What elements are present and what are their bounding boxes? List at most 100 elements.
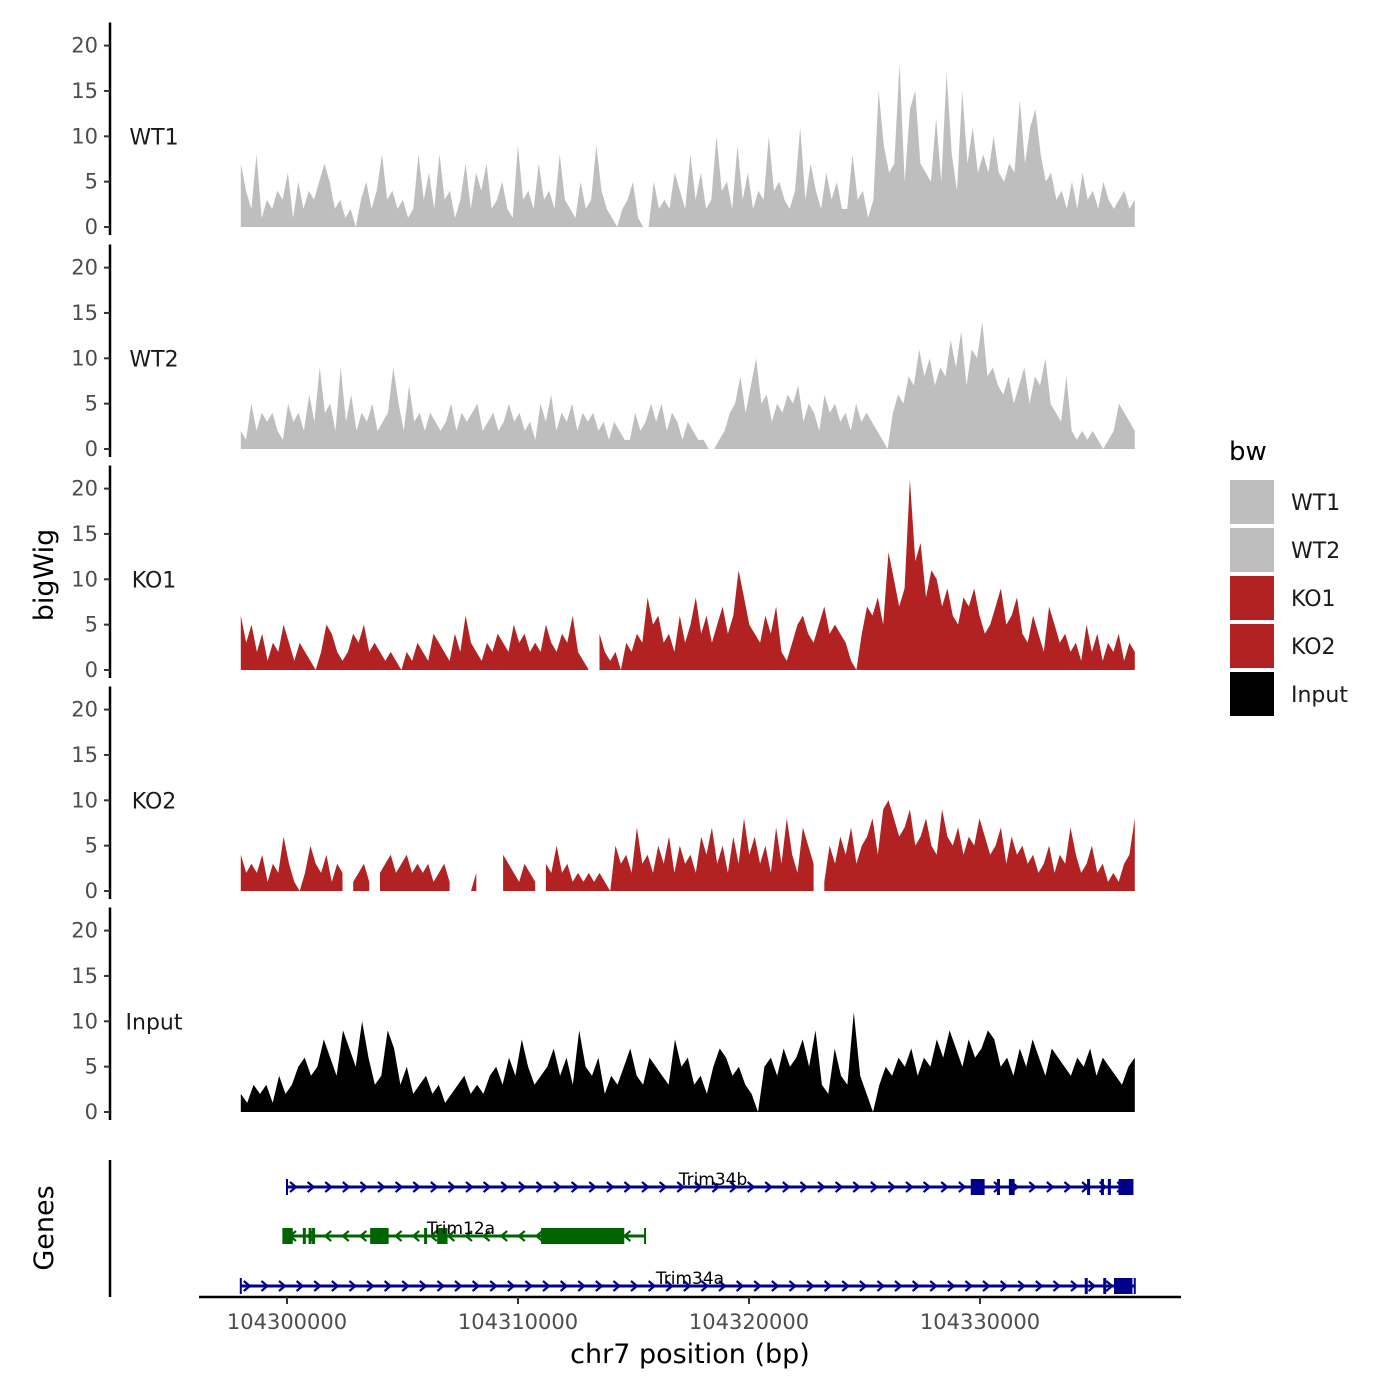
strand-chevron <box>623 1181 633 1193</box>
strand-chevron <box>1028 1181 1037 1193</box>
y-tick-label: 15 <box>71 301 98 325</box>
legend-item-wt2: WT2 <box>1230 528 1340 572</box>
strand-chevron <box>313 1280 322 1292</box>
strand-chevron <box>612 1280 622 1292</box>
strand-chevron <box>894 1280 903 1292</box>
y-tick-label: 0 <box>85 658 98 682</box>
y-tick-label: 20 <box>71 256 98 280</box>
strand-chevron <box>694 1181 703 1193</box>
strand-chevron <box>676 1181 685 1193</box>
strand-chevron <box>507 1280 516 1292</box>
gene-trim34b: Trim34b <box>286 1170 1134 1195</box>
strand-chevron <box>982 1280 991 1292</box>
signal-area <box>240 836 343 891</box>
signal-area <box>824 800 1135 891</box>
signal-area <box>353 863 370 891</box>
strand-chevron <box>278 1280 287 1292</box>
signal-area <box>240 615 589 670</box>
legend-swatch <box>1230 672 1274 716</box>
strand-chevron <box>665 1280 674 1292</box>
track-label: WT2 <box>129 347 178 372</box>
strand-chevron <box>606 1181 615 1193</box>
strand-chevron <box>658 1181 668 1193</box>
strand-chevron <box>324 1181 333 1193</box>
y-tick-label: 5 <box>85 392 98 416</box>
signal-area <box>240 63 1135 228</box>
y-tick-label: 0 <box>85 437 98 461</box>
track-label: WT1 <box>129 125 178 150</box>
strand-chevron <box>412 1181 421 1193</box>
y-tick-label: 10 <box>71 788 98 812</box>
strand-chevron <box>771 1280 780 1292</box>
strand-chevron <box>595 1280 604 1292</box>
legend-item-ko1: KO1 <box>1230 576 1336 620</box>
track-wt2: 0 5 10 15 20 WT2 <box>71 244 1135 461</box>
strand-chevron <box>782 1181 791 1193</box>
legend-label: KO1 <box>1291 587 1336 612</box>
strand-chevron <box>964 1280 974 1292</box>
strand-chevron <box>641 1181 650 1193</box>
strand-chevron <box>746 1181 756 1193</box>
strand-chevron <box>260 1280 270 1292</box>
strand-chevron <box>859 1280 868 1292</box>
y-axis-title-bigwig: bigWig <box>29 529 60 622</box>
track-label: KO2 <box>132 789 177 814</box>
strand-chevron <box>1070 1280 1079 1292</box>
strand-chevron <box>518 1181 527 1193</box>
y-tick-label: 5 <box>85 834 98 858</box>
strand-chevron <box>517 1230 526 1242</box>
gene-trim12a: Trim12a <box>282 1219 647 1244</box>
small-exon <box>996 1179 1000 1195</box>
strand-chevron <box>630 1280 639 1292</box>
y-axis-title-genes: Genes <box>29 1185 60 1270</box>
y-tick-label: 10 <box>71 124 98 148</box>
y-tick-label: 10 <box>71 1009 98 1033</box>
small-exon <box>1084 1278 1088 1294</box>
strand-chevron <box>887 1181 897 1193</box>
strand-chevron <box>647 1280 657 1292</box>
strand-chevron <box>401 1280 410 1292</box>
strand-chevron <box>383 1280 393 1292</box>
strand-chevron <box>940 1181 949 1193</box>
strand-chevron <box>306 1181 316 1193</box>
y-tick-label: 20 <box>71 919 98 943</box>
legend-label: WT2 <box>1291 539 1340 564</box>
strand-chevron <box>823 1280 833 1292</box>
small-exon <box>312 1228 316 1244</box>
exon <box>1118 1179 1133 1195</box>
exon <box>282 1228 293 1244</box>
strand-chevron <box>1105 1280 1114 1292</box>
strand-chevron <box>489 1280 498 1292</box>
strand-chevron <box>817 1181 826 1193</box>
signal-area <box>240 1012 1135 1112</box>
legend-swatch <box>1230 624 1274 668</box>
y-tick-label: 0 <box>85 879 98 903</box>
strand-chevron <box>876 1280 886 1292</box>
gene-label: Trim34b <box>678 1170 748 1190</box>
legend-swatch <box>1230 480 1274 524</box>
signal-area <box>240 322 1135 449</box>
strand-chevron <box>870 1181 879 1193</box>
small-exon <box>1107 1179 1111 1195</box>
signal-area <box>503 854 536 891</box>
y-tick-label: 20 <box>71 698 98 722</box>
strand-chevron <box>559 1280 569 1292</box>
strand-chevron <box>419 1280 428 1292</box>
strand-chevron <box>1087 1280 1097 1292</box>
strand-chevron <box>295 1280 305 1292</box>
track-label: KO1 <box>132 568 177 593</box>
strand-chevron <box>993 1181 1002 1193</box>
y-tick-label: 5 <box>85 170 98 194</box>
strand-chevron <box>524 1280 534 1292</box>
strand-chevron <box>1046 1181 1055 1193</box>
strand-chevron <box>922 1181 932 1193</box>
strand-chevron <box>735 1280 745 1292</box>
strand-chevron <box>588 1181 597 1193</box>
strand-chevron <box>753 1280 762 1292</box>
strand-chevron <box>947 1280 956 1292</box>
signal-area <box>599 479 1135 670</box>
legend-swatch <box>1230 576 1274 620</box>
small-exon <box>308 1228 312 1244</box>
strand-chevron <box>366 1280 375 1292</box>
strand-chevron <box>446 1230 456 1242</box>
